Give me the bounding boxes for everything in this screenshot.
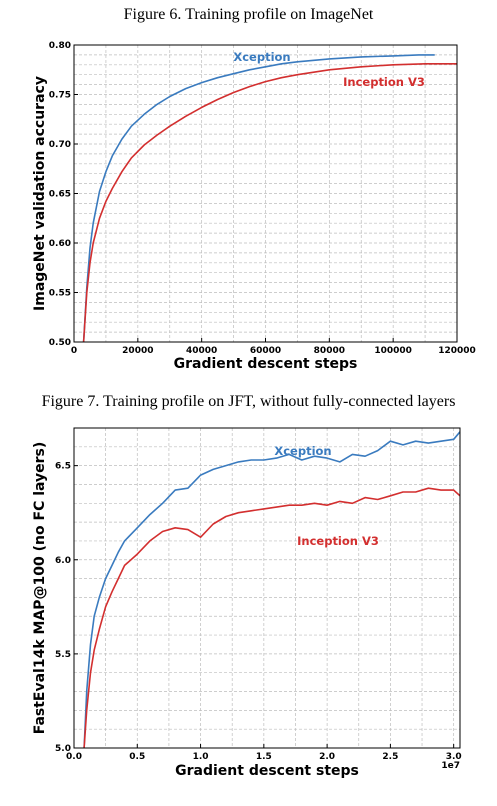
y-tick-label: 0.75 — [49, 91, 71, 101]
y-tick-label: 5.0 — [55, 744, 71, 754]
x-tick-label: 0.0 — [66, 752, 82, 762]
series-label-xception: Xception — [274, 444, 331, 458]
y-tick-label: 0.60 — [49, 239, 71, 249]
y-tick-label: 0.65 — [49, 190, 71, 200]
series-label-xception: Xception — [233, 50, 290, 64]
x-tick-label: 0.5 — [129, 752, 145, 762]
x-tick-label: 40000 — [186, 346, 217, 356]
x-tick-label: 60000 — [250, 346, 281, 356]
series-line-inception-v3 — [83, 487, 461, 749]
series-line-xception — [82, 54, 435, 343]
x-tick-label: 100000 — [374, 346, 412, 356]
figure-6-caption: Figure 6. Training profile on ImageNet — [123, 6, 374, 23]
x-scale-label: 1e7 — [441, 761, 460, 771]
jft-training-chart: 0.0 0.5 1.0 1.5 2.0 2.5 3.0 5.0 5.5 6.0 6.5 1e7 Grad… — [32, 427, 462, 779]
x-tick-label: 120000 — [438, 346, 476, 356]
y-axis-label: ImageNet validation accuracy — [32, 76, 48, 311]
x-axis-label: Gradient descent steps — [175, 763, 359, 779]
series-label-inception-v3: Inception V3 — [343, 75, 425, 89]
x-tick-label: 2.0 — [319, 752, 335, 762]
y-tick-label: 0.55 — [49, 289, 71, 299]
x-tick-label: 3.0 — [446, 752, 462, 762]
x-tick-label: 2.5 — [382, 752, 398, 762]
x-tick-label: 80000 — [314, 346, 345, 356]
x-tick-label: 20000 — [122, 346, 153, 356]
figure-7-caption: Figure 7. Training profile on JFT, witho… — [41, 393, 456, 410]
y-tick-label: 0.70 — [49, 140, 71, 150]
series-label-inception-v3: Inception V3 — [297, 534, 379, 548]
series-line-xception — [83, 431, 461, 749]
x-tick-label: 0 — [71, 346, 77, 356]
plot-frame — [73, 427, 461, 749]
y-tick-label: 6.5 — [55, 462, 71, 472]
x-tick-label: 1.5 — [256, 752, 272, 762]
y-tick-label: 0.80 — [49, 41, 71, 51]
y-tick-label: 5.5 — [55, 650, 71, 660]
x-tick-label: 1.0 — [193, 752, 209, 762]
series-line-inception-v3 — [82, 63, 457, 343]
y-tick-label: 6.0 — [55, 556, 71, 566]
y-tick-label: 0.50 — [49, 338, 71, 348]
x-axis-label: Gradient descent steps — [174, 356, 358, 372]
imagenet-training-chart: 0 20000 40000 60000 80000 100000 120000 0.50 0.5… — [32, 41, 476, 372]
y-axis-label: FastEval14k MAP@100 (no FC layers) — [32, 442, 48, 735]
